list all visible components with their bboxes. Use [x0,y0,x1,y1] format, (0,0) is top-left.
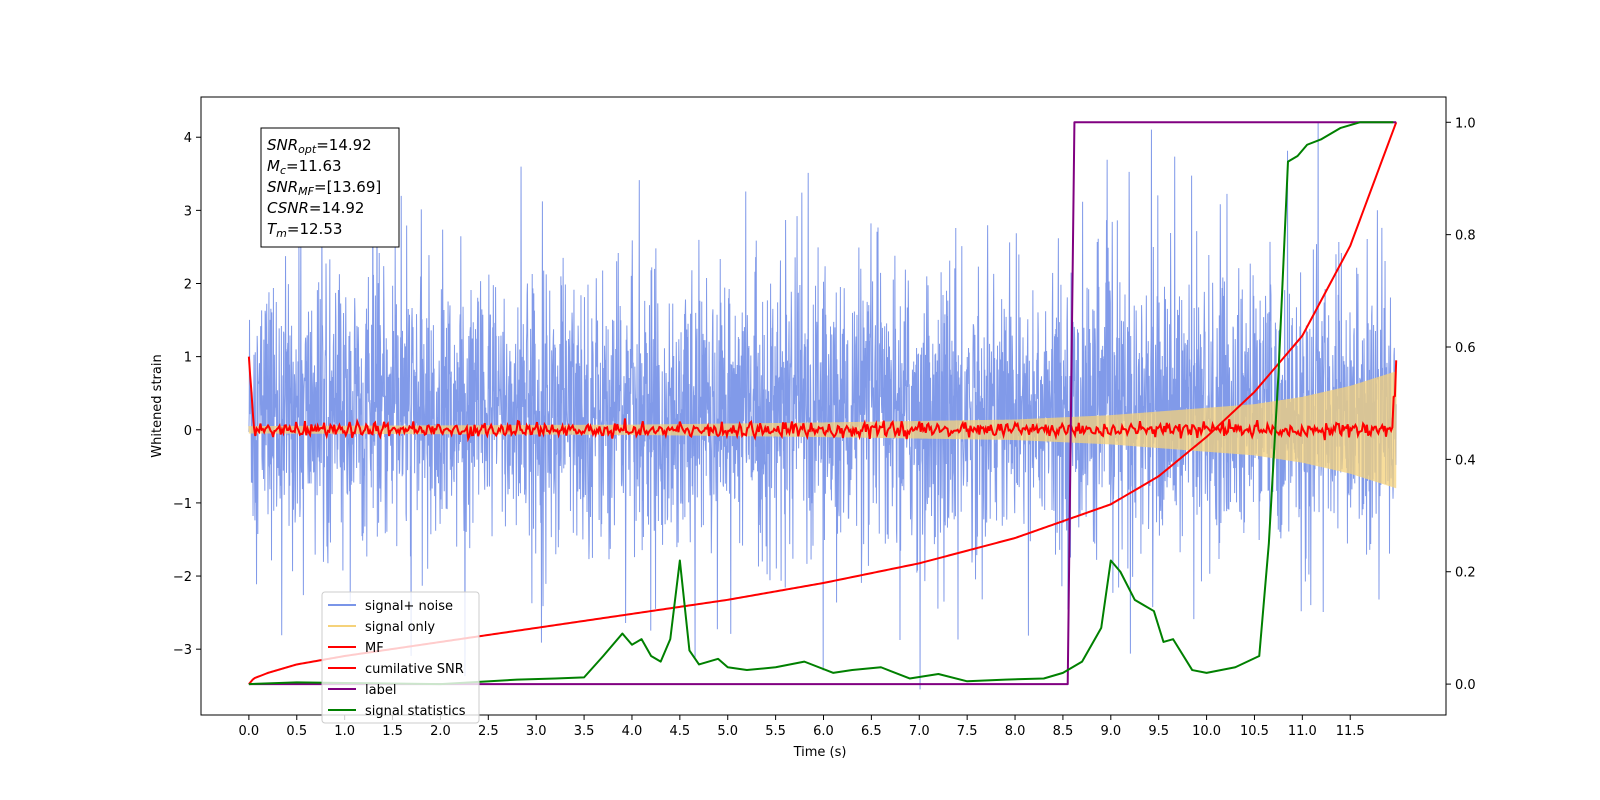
y-tick-label: 3 [184,204,192,219]
y2-tick-label: 0.8 [1455,229,1476,244]
x-tick-label: 2.0 [430,724,451,739]
x-tick-label: 4.0 [622,724,643,739]
annotation-line-snr-mf: SNRMF=[13.69] [267,178,381,198]
legend-label: label [365,683,396,698]
legend-label: MF [365,641,384,656]
label-line [248,121,1397,686]
annotation-line-mc: Mc=11.63 [267,157,342,177]
y2-tick-label: 0.6 [1455,341,1476,356]
x-tick-label: 4.5 [670,724,691,739]
x-tick-label: 9.5 [1148,724,1169,739]
legend: signal+ noise signal only MF cumilative SNR… [321,591,480,724]
x-tick-label: 5.0 [717,724,738,739]
y-axis-label: Whitened strain [150,354,165,457]
x-tick-label: 6.0 [813,724,834,739]
y-tick-label: 0 [184,424,192,439]
y-tick-label: 2 [184,277,192,292]
x-tick-label: 5.5 [765,724,786,739]
legend-item: signal only [328,620,435,635]
y-tick-label: −2 [173,570,192,585]
legend-item: MF [328,641,384,656]
mf-series [247,356,1398,443]
mf-line [247,356,1398,443]
x-tick-label: 11.0 [1288,724,1317,739]
x-axis-label: Time (s) [793,745,847,760]
x-axis: 0.0 0.5 1.0 1.5 2.0 2.5 3.0 3.5 4.0 4.5 5.0 5.5 6.0 6… [239,715,1365,739]
x-tick-label: 7.5 [957,724,978,739]
legend-label: signal statistics [365,704,466,719]
x-tick-label: 8.5 [1053,724,1074,739]
signal-noise-line [248,122,1397,690]
y-axis-right: 0.0 0.2 0.4 0.6 0.8 1.0 [1446,116,1476,693]
y2-tick-label: 0.0 [1455,678,1476,693]
x-tick-label: 7.0 [909,724,930,739]
x-tick-label: 0.5 [286,724,307,739]
x-tick-label: 10.5 [1240,724,1269,739]
x-tick-label: 10.0 [1192,724,1221,739]
legend-box [321,591,480,724]
legend-label: cumilative SNR [365,662,464,677]
signal-statistics-line [248,121,1394,686]
legend-item: cumilative SNR [328,662,464,677]
legend-label: signal+ noise [365,599,453,614]
x-tick-label: 0.0 [239,724,260,739]
x-tick-label: 2.5 [478,724,499,739]
x-tick-label: 1.0 [334,724,355,739]
y2-tick-label: 0.2 [1455,566,1476,581]
annotation-line-tm: Tm=12.53 [267,220,342,240]
y-tick-label: −1 [173,497,192,512]
annotation-box [260,127,400,248]
y-axis-left: −3 −2 −1 0 1 2 3 4 [173,131,201,658]
x-tick-label: 6.5 [861,724,882,739]
signal-noise-series [248,122,1397,690]
parameters-annotation-box: SNRopt=14.92 Mc=11.63 SNRMF=[13.69] CSNR… [260,127,400,248]
legend-item: label [328,683,396,698]
x-tick-label: 9.0 [1100,724,1121,739]
annotation-line-snr-opt: SNRopt=14.92 [267,136,372,156]
label-series [248,121,1397,686]
y-tick-label: −3 [173,643,192,658]
signal-statistics-series [248,121,1394,686]
annotation-line-csnr: CSNR=14.92 [267,199,364,217]
y-tick-label: 4 [184,131,192,146]
y2-tick-label: 1.0 [1455,116,1476,131]
y-tick-label: 1 [184,351,192,366]
x-tick-label: 3.5 [574,724,595,739]
y2-tick-label: 0.4 [1455,453,1476,468]
x-tick-label: 11.5 [1336,724,1365,739]
legend-item: signal+ noise [328,599,453,614]
legend-item: signal statistics [328,704,466,719]
x-tick-label: 8.0 [1005,724,1026,739]
x-tick-label: 1.5 [382,724,403,739]
x-tick-label: 3.0 [526,724,547,739]
legend-label: signal only [365,620,435,635]
